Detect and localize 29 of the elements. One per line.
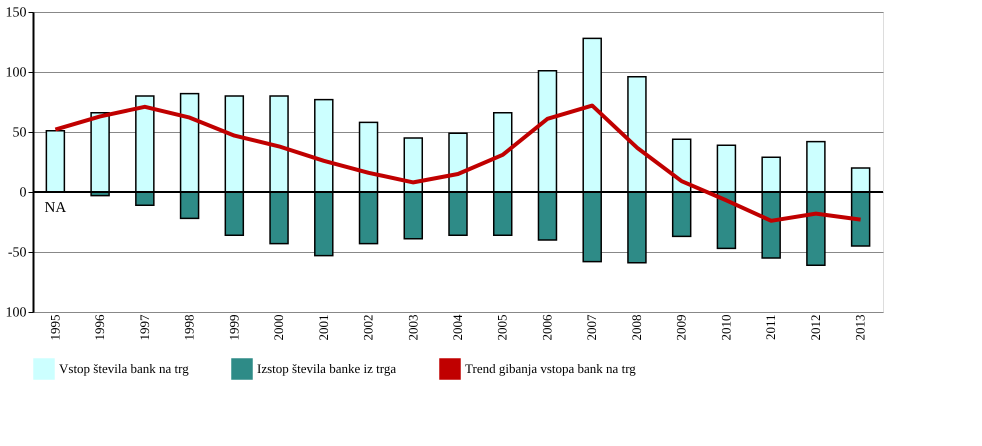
x-tick-label: 1999 [226, 314, 242, 340]
y-tick-label: 100 [6, 306, 26, 320]
annotation: NA [44, 200, 66, 216]
legend-label: Vstop števila bank na trg [59, 361, 190, 376]
y-tick-label: -50 [8, 246, 26, 260]
y-tick-label: 150 [6, 6, 26, 20]
x-tick-label: 1995 [47, 314, 62, 340]
x-tick-label: 2000 [271, 314, 286, 340]
x-tick-label: 2005 [494, 314, 510, 340]
legend-label: Trend gibanja vstopa bank na trg [465, 361, 636, 376]
y-tick-label: 50 [12, 126, 26, 140]
x-tick-label: 2006 [539, 314, 554, 340]
x-tick-label: 2010 [718, 314, 734, 340]
x-tick-label: 2002 [360, 314, 376, 340]
x-tick-label: 1997 [136, 314, 152, 340]
x-tick-label: 2012 [808, 314, 823, 340]
legend-label: Izstop števila banke iz trga [257, 361, 396, 376]
x-tick-label: 2013 [852, 314, 868, 340]
x-tick-label: 2009 [674, 314, 689, 340]
x-tick-label: 2004 [450, 314, 465, 340]
x-tick-label: 2001 [316, 314, 331, 340]
x-tick-label: 1996 [92, 314, 108, 340]
y-tick-label: 100 [6, 66, 26, 80]
x-tick-label: 2007 [584, 314, 600, 340]
x-tick-label: 2008 [628, 314, 644, 340]
x-tick-label: 2011 [763, 314, 778, 340]
y-tick-label: 0 [20, 186, 26, 200]
x-tick-label: 2003 [405, 314, 420, 340]
x-tick-label: 1998 [182, 314, 197, 340]
